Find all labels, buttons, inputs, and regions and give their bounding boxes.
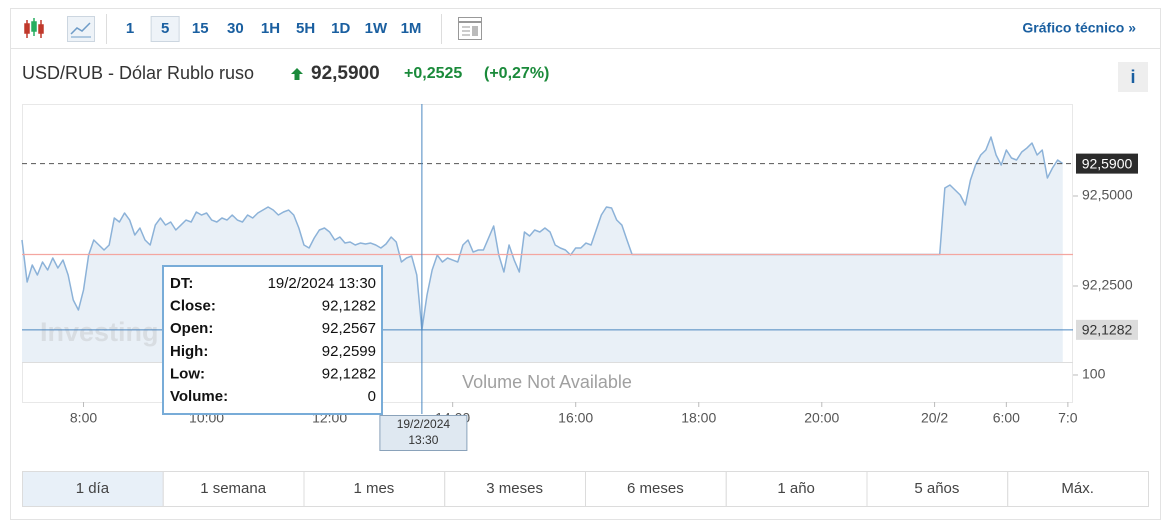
crosshair-price-label: 92,1282 [1082,322,1133,338]
info-button-bg[interactable] [1118,62,1148,92]
tooltip-value: 92,2567 [322,320,376,337]
interval-button[interactable]: 1D [331,20,350,37]
x-tick-label: 16:00 [558,410,593,426]
x-tick-label: 18:00 [681,410,716,426]
period-label[interactable]: 1 año [777,480,815,497]
period-label[interactable]: 1 semana [200,480,267,497]
period-tab[interactable] [22,471,164,507]
period-tab[interactable] [866,471,1009,507]
tooltip-label: Close: [170,298,216,315]
interval-button[interactable]: 1M [401,20,422,37]
tooltip-value: 92,2599 [322,343,376,360]
instrument-name: USD/RUB - Dólar Rublo ruso [22,63,254,83]
interval-button[interactable]: 1W [365,20,388,37]
price-change-percent: (+0,27%) [484,65,549,82]
period-tab[interactable] [303,471,446,507]
interval-button[interactable]: 5H [296,20,315,37]
tooltip-value: 19/2/2024 13:30 [268,275,376,292]
x-tick-label: 7:0 [1058,410,1078,426]
period-tab[interactable] [725,471,868,507]
interval-button[interactable]: 1H [261,20,280,37]
last-price-label: 92,5900 [1082,155,1133,171]
last-price-box [1076,153,1138,174]
crosshair-date-label: 19/2/2024 [397,417,451,431]
candle-icon[interactable] [24,18,44,38]
up-arrow [291,68,303,80]
y-tick-label: 92,2500 [1082,277,1133,293]
period-label[interactable]: Máx. [1061,480,1094,497]
period-tab[interactable] [585,471,727,507]
x-tick-label: 20/2 [921,410,948,426]
interval-selected [150,16,180,42]
x-tick-label: 20:00 [804,410,839,426]
volume-tick-label: 100 [1082,366,1106,382]
x-tick-label: 6:00 [993,410,1020,426]
tooltip-label: Volume: [170,388,228,405]
tooltip-label: Low: [170,365,205,382]
period-label[interactable]: 5 años [914,480,959,497]
tooltip-label: Open: [170,320,213,337]
interval-button[interactable]: 1 [126,20,134,37]
interval-button[interactable]: 5 [161,20,169,37]
period-label[interactable]: 1 día [76,480,110,497]
crosshair-price-box [1076,319,1138,340]
tooltip-value: 92,1282 [322,298,376,315]
period-tab[interactable] [1007,471,1149,507]
table-icon[interactable] [458,17,482,40]
info-button[interactable]: i [1130,67,1135,87]
tooltip-value: 0 [368,388,376,405]
price-change: +0,2525 [404,65,462,82]
y-tick-label: 92,5000 [1082,187,1133,203]
period-label[interactable]: 6 meses [627,480,684,497]
period-tab[interactable] [162,471,305,507]
period-tab[interactable] [444,471,586,507]
period-label[interactable]: 1 mes [353,480,394,497]
tooltip-box [162,265,383,415]
crosshair-date-label: 13:30 [408,433,438,447]
volume-note: Volume Not Available [462,372,632,392]
technical-chart-link[interactable]: Gráfico técnico » [1022,20,1136,36]
x-tick-label: 8:00 [70,410,97,426]
tooltip-label: DT: [170,275,193,292]
tooltip-label: High: [170,343,208,360]
crosshair-date-box [379,415,468,451]
watermark: Investing [40,317,159,347]
tooltip-value: 92,1282 [322,365,376,382]
interval-button[interactable]: 15 [192,20,209,37]
line-icon[interactable] [67,16,95,42]
interval-button[interactable]: 30 [227,20,244,37]
period-label[interactable]: 3 meses [486,480,543,497]
last-price: 92,5900 [311,63,380,84]
